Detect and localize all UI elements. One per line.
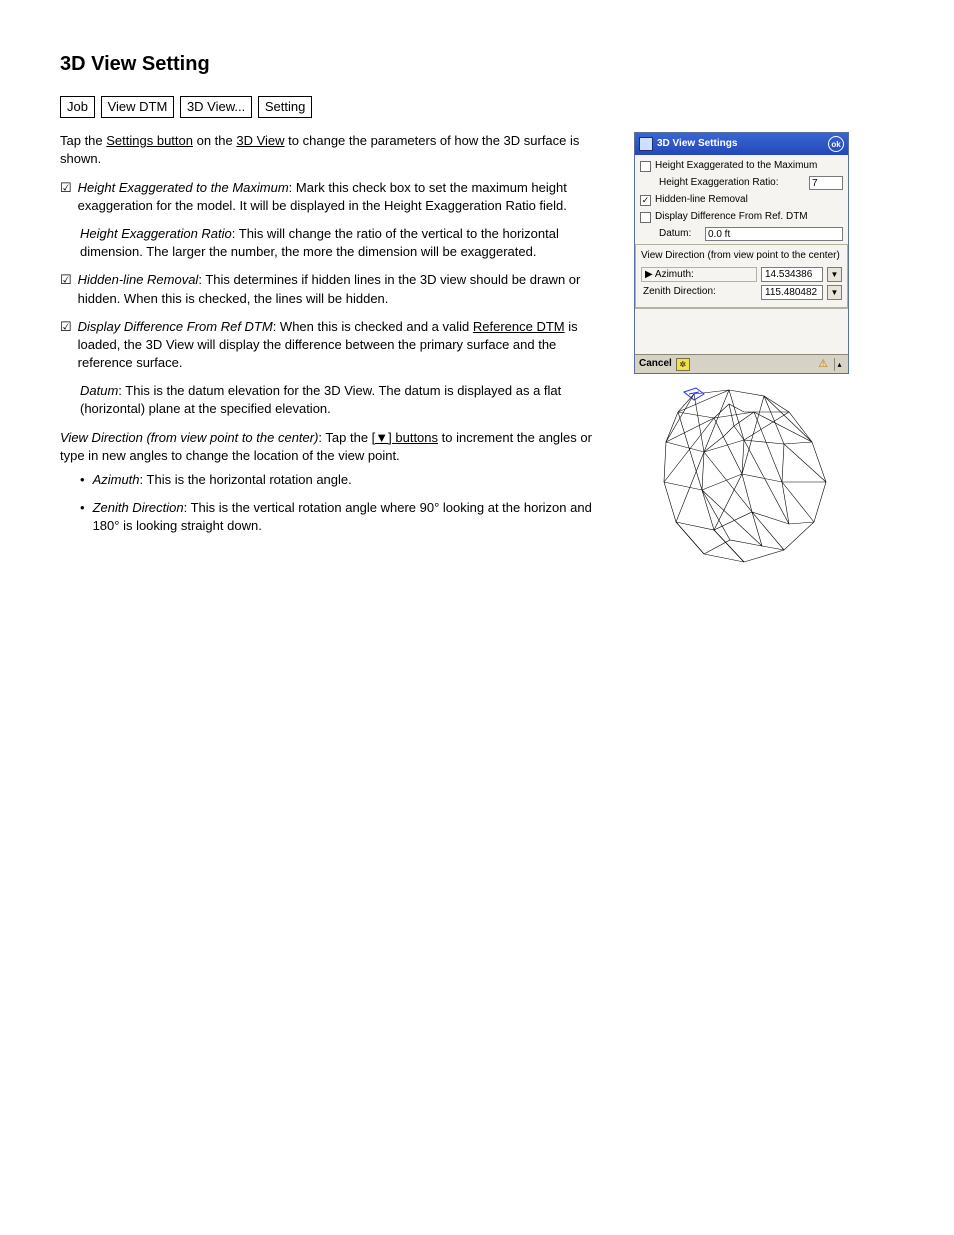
field-height-ratio: Height Exaggeration Ratio: This will cha… (80, 225, 604, 261)
three-d-view-link[interactable]: 3D View (236, 133, 284, 148)
checkbox-height-max[interactable] (640, 161, 651, 172)
bullet-icon: • (80, 471, 85, 489)
ok-button[interactable]: ok (828, 136, 844, 152)
sub-azimuth: • Azimuth: This is the horizontal rotati… (80, 471, 604, 489)
label-hidden-line: Hidden-line Removal (655, 193, 748, 207)
checkbox-icon: ☑ (60, 272, 72, 288)
breadcrumb: Job View DTM 3D View... Setting (60, 96, 894, 118)
input-zenith[interactable]: 115.480482 (761, 285, 823, 300)
label-height-ratio: Height Exaggeration Ratio: (659, 176, 779, 190)
field-name: View Direction (from view point to the c… (60, 430, 318, 445)
checkbox-hidden-line[interactable]: ✓ (640, 195, 651, 206)
label-zenith: Zenith Direction: (641, 285, 757, 300)
field-name: Height Exaggeration Ratio (80, 226, 232, 241)
section-title: 3D View Setting (60, 50, 894, 78)
warning-icon[interactable]: ⚠ (816, 358, 830, 371)
bullet-icon: • (80, 499, 85, 535)
sip-toggle[interactable]: ▴ (834, 358, 844, 371)
breadcrumb-3d-view: 3D View... (180, 96, 252, 118)
wireframe-3d-surface (634, 382, 864, 572)
view-direction-block: View Direction (from view point to the c… (60, 429, 604, 465)
label-view-direction: View Direction (from view point to the c… (641, 249, 842, 263)
label-height-max: Height Exaggerated to the Maximum (655, 159, 817, 173)
input-azimuth[interactable]: 14.534386 (761, 267, 823, 282)
dialog-titlebar: 3D View Settings ok (635, 133, 848, 155)
cancel-button[interactable]: Cancel (639, 357, 672, 371)
intro-mid: on the (193, 133, 236, 148)
reference-dtm-link[interactable]: Reference DTM (473, 319, 565, 334)
checkbox-icon: ☑ (60, 319, 72, 335)
field-name: Zenith Direction (93, 500, 184, 515)
field-name: Display Difference From Ref DTM (78, 319, 273, 334)
field-name: Height Exaggerated to the Maximum (78, 180, 289, 195)
dropdown-buttons-link[interactable]: [▼] buttons (372, 430, 438, 445)
app-icon (639, 137, 653, 151)
field-display-diff: Display Difference From Ref DTM: When th… (78, 318, 604, 373)
intro-text: Tap the Settings button on the 3D View t… (60, 132, 604, 168)
checkbox-icon: ☑ (60, 180, 72, 196)
checkbox-display-diff[interactable] (640, 212, 651, 223)
field-hidden-line: Hidden-line Removal: This determines if … (78, 271, 604, 307)
field-desc: : This is the horizontal rotation angle. (140, 472, 352, 487)
field-datum: Datum: This is the datum elevation for t… (80, 382, 604, 418)
field-desc: : This is the datum elevation for the 3D… (80, 383, 561, 416)
breadcrumb-job: Job (60, 96, 95, 118)
field-name: Hidden-line Removal (78, 272, 199, 287)
options-button[interactable]: ✲ (676, 358, 690, 371)
settings-button-link[interactable]: Settings button (106, 133, 193, 148)
input-height-ratio[interactable] (809, 176, 843, 190)
dropdown-zenith[interactable]: ▼ (827, 285, 842, 300)
intro-prefix: Tap the (60, 133, 106, 148)
field-name: Azimuth (93, 472, 140, 487)
label-azimuth[interactable]: ▶ Azimuth: (641, 267, 757, 282)
input-datum[interactable] (705, 227, 843, 241)
dialog-3d-view-settings: 3D View Settings ok Height Exaggerated t… (634, 132, 849, 374)
field-height-max: Height Exaggerated to the Maximum: Mark … (78, 179, 604, 215)
breadcrumb-view-dtm: View DTM (101, 96, 175, 118)
label-display-diff: Display Difference From Ref. DTM (655, 210, 808, 224)
dropdown-azimuth[interactable]: ▼ (827, 267, 842, 282)
breadcrumb-setting: Setting (258, 96, 312, 118)
vd-desc-prefix: : Tap the (318, 430, 371, 445)
label-datum: Datum: (659, 227, 701, 241)
field-name: Datum (80, 383, 118, 398)
sub-zenith: • Zenith Direction: This is the vertical… (80, 499, 604, 535)
field-desc-prefix: : When this is checked and a valid (273, 319, 473, 334)
dialog-title-text: 3D View Settings (657, 137, 737, 151)
